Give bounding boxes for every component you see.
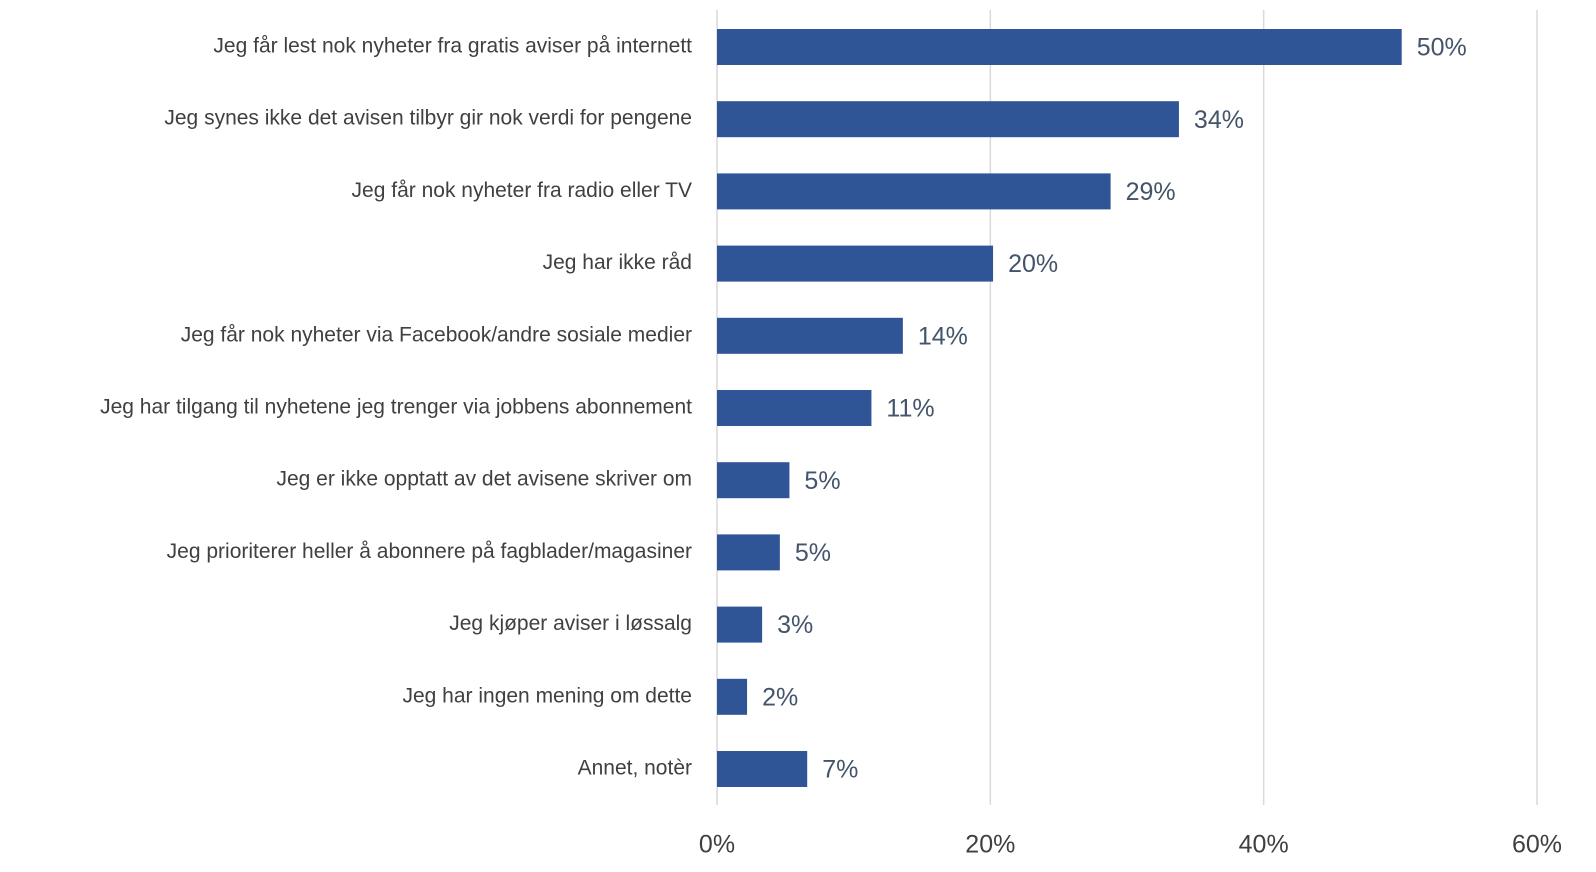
value-label: 29% [1126, 178, 1176, 206]
category-label: Jeg har ikke råd [543, 251, 692, 274]
value-label: 3% [777, 611, 813, 639]
category-label: Jeg får nok nyheter via Facebook/andre s… [181, 323, 692, 346]
bar [717, 317, 903, 354]
category-label: Jeg synes ikke det avisen tilbyr gir nok… [164, 107, 692, 130]
category-label: Jeg er ikke opptatt av det avisene skriv… [276, 468, 692, 491]
x-tick-label: 0% [699, 831, 735, 859]
bar [717, 462, 790, 499]
bar [717, 173, 1111, 210]
category-label: Jeg har ingen mening om dette [402, 684, 692, 707]
bar [717, 534, 780, 571]
value-label: 5% [795, 539, 831, 567]
value-label: 20% [1008, 250, 1058, 278]
x-tick-label: 20% [965, 831, 1015, 859]
value-label: 2% [762, 683, 798, 711]
bar [717, 751, 808, 787]
bar [717, 101, 1179, 138]
category-label: Jeg har tilgang til nyhetene jeg trenger… [100, 396, 692, 419]
value-label: 34% [1194, 106, 1244, 134]
bar [717, 245, 994, 282]
category-label: Jeg får lest nok nyheter fra gratis avis… [213, 35, 692, 58]
value-label: 7% [822, 756, 858, 784]
category-label: Jeg kjøper aviser i løssalg [449, 612, 692, 635]
bar [717, 678, 748, 715]
bar [717, 390, 872, 426]
x-tick-label: 40% [1239, 831, 1289, 859]
value-label: 14% [918, 322, 968, 350]
x-tick-label: 60% [1512, 831, 1562, 859]
category-label: Annet, notèr [578, 757, 692, 780]
value-label: 50% [1417, 34, 1467, 62]
category-label: Jeg prioriterer heller å abonnere på fag… [167, 540, 692, 563]
category-label: Jeg får nok nyheter fra radio eller TV [352, 179, 692, 202]
bar [717, 606, 763, 643]
value-label: 11% [886, 395, 934, 423]
bar [717, 29, 1402, 65]
value-label: 5% [804, 467, 840, 495]
